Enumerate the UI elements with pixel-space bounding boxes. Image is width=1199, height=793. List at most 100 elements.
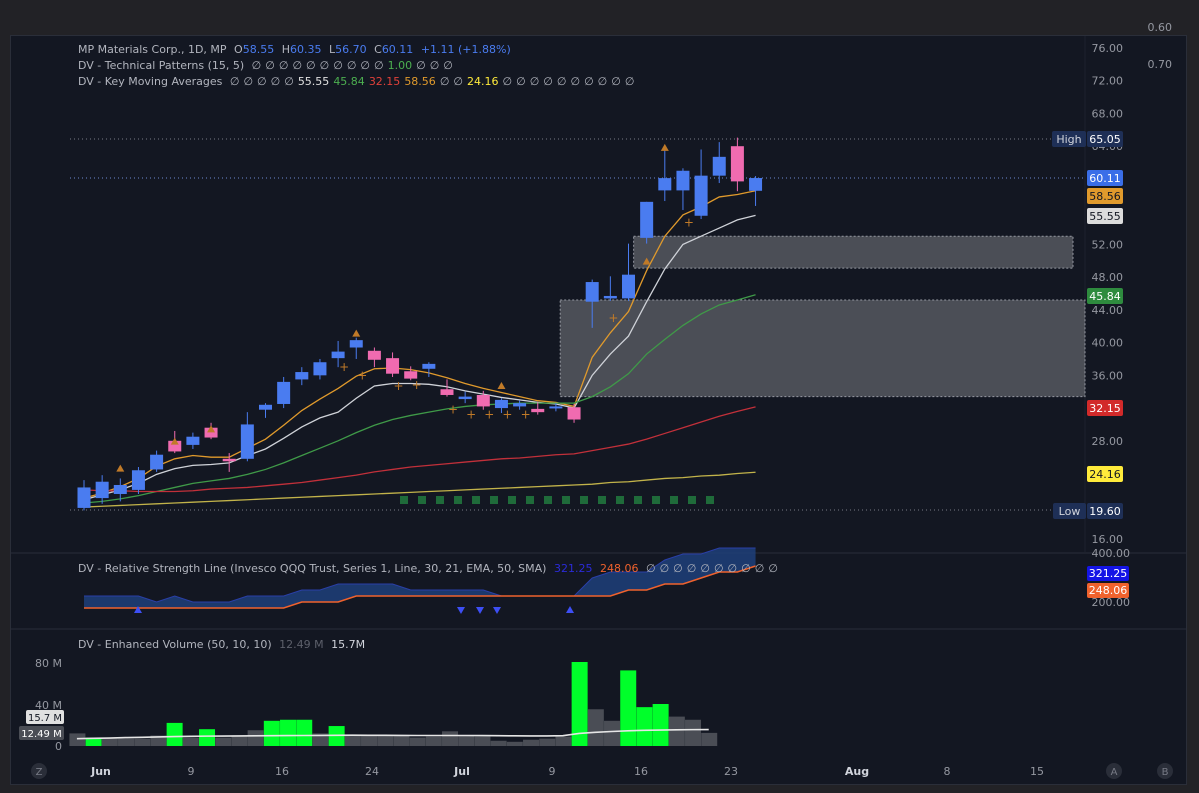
rs-signal-marker[interactable] [493,607,501,614]
volume-bar[interactable] [571,662,588,746]
volume-bar[interactable] [312,733,329,746]
volume-bar[interactable] [425,736,442,746]
candle[interactable] [440,379,454,397]
rs-badge-orange[interactable]: 248.06 [1087,583,1129,598]
candle[interactable] [603,276,617,301]
volume-bar[interactable] [393,735,410,747]
signal-square[interactable] [544,496,552,504]
candle[interactable] [331,340,345,368]
volume-bar[interactable] [118,738,135,746]
candle[interactable] [640,201,654,244]
candle[interactable] [694,149,708,220]
volume-bar[interactable] [215,737,232,746]
pattern-cross-marker[interactable]: + [608,311,618,325]
volume-bar[interactable] [134,738,151,746]
volume-bar[interactable] [247,730,264,746]
candle[interactable] [386,352,400,377]
reset-zoom-button[interactable]: Z [31,763,47,779]
volume-bar[interactable] [701,732,718,746]
pattern-cross-marker[interactable]: + [484,408,494,422]
rs-signal-marker[interactable] [457,607,465,614]
signal-square[interactable] [490,496,498,504]
volume-bar[interactable] [296,719,313,746]
pattern-triangle-marker[interactable] [497,381,506,389]
volume-bar[interactable] [604,720,621,746]
candle[interactable] [131,466,145,494]
pattern-triangle-marker[interactable] [660,143,669,151]
candle[interactable] [458,391,472,404]
signal-square[interactable] [706,496,714,504]
candle[interactable] [186,432,200,449]
candle[interactable] [531,402,545,415]
volume-bar[interactable] [361,735,378,747]
candle[interactable] [712,142,726,184]
volume-bar[interactable] [506,741,523,746]
moving-average-line[interactable] [83,214,756,501]
volume-current-badge[interactable]: 12.49 M [19,726,64,740]
candle[interactable] [513,400,527,410]
candle[interactable] [240,412,254,462]
candle[interactable] [494,398,508,413]
candle[interactable] [404,366,418,381]
candle[interactable] [349,337,363,359]
volume-bar[interactable] [263,720,280,746]
ma-white-badge[interactable]: 55.55 [1087,208,1123,224]
pattern-cross-marker[interactable]: + [448,403,458,417]
ma-green-badge[interactable]: 45.84 [1087,288,1123,304]
moving-average-line[interactable] [83,471,756,508]
pattern-cross-marker[interactable]: + [394,379,404,393]
candle[interactable] [277,376,291,409]
volume-bar[interactable] [539,738,556,746]
candle[interactable] [585,279,599,328]
pattern-cross-marker[interactable]: + [466,408,476,422]
pattern-cross-marker[interactable]: + [502,408,512,422]
moving-average-line[interactable] [83,190,756,499]
volume-bar[interactable] [377,735,394,747]
moving-averages-legend[interactable]: DV - Key Moving Averages ∅ ∅ ∅ ∅ ∅ 55.55 45.84… [78,75,642,88]
candle[interactable] [113,478,127,502]
pattern-triangle-marker[interactable] [116,464,125,472]
signal-square[interactable] [670,496,678,504]
signal-square[interactable] [400,496,408,504]
volume-bar[interactable] [166,722,183,746]
demand-zone-lower[interactable] [559,299,1086,398]
volume-bar[interactable] [474,736,491,746]
signal-square[interactable] [616,496,624,504]
volume-bar[interactable] [652,704,669,746]
volume-bar[interactable] [85,737,102,746]
candle[interactable] [422,362,436,377]
candle[interactable] [77,480,91,511]
signal-square[interactable] [580,496,588,504]
auto-scale-button[interactable]: A [1106,763,1122,779]
pattern-triangle-marker[interactable] [207,425,216,433]
volume-bar[interactable] [636,707,653,746]
volume-bar[interactable] [555,736,572,746]
volume-bar[interactable] [182,737,199,746]
volume-legend[interactable]: DV - Enhanced Volume (50, 10, 10) 12.49 … [78,638,369,651]
volume-average-badge[interactable]: 15.7 M [26,710,64,724]
volume-bar[interactable] [69,733,86,746]
volume-bar[interactable] [231,735,248,747]
candle[interactable] [150,450,164,472]
rs-line-legend[interactable]: DV - Relative Strength Line (Invesco QQQ… [78,562,786,575]
signal-square[interactable] [526,496,534,504]
volume-bar[interactable] [280,719,297,746]
pattern-cross-marker[interactable]: + [412,378,422,392]
moving-average-line[interactable] [83,406,756,493]
signal-square[interactable] [508,496,516,504]
pattern-cross-marker[interactable]: + [521,408,531,422]
volume-bar[interactable] [442,731,459,746]
volume-bar[interactable] [101,738,118,746]
tech-patterns-legend[interactable]: DV - Technical Patterns (15, 5) ∅ ∅ ∅ ∅ ∅ ∅ ∅ ∅… [78,59,461,72]
signal-square[interactable] [418,496,426,504]
volume-bar[interactable] [458,735,475,747]
volume-bar[interactable] [587,709,604,746]
pattern-triangle-marker[interactable] [352,329,361,337]
demand-zone-upper[interactable] [633,235,1074,269]
candle[interactable] [95,475,109,504]
volume-bar[interactable] [490,740,507,746]
moving-average-line[interactable] [83,294,756,504]
low-label-badge[interactable]: Low [1053,503,1086,519]
candle[interactable] [367,347,381,368]
